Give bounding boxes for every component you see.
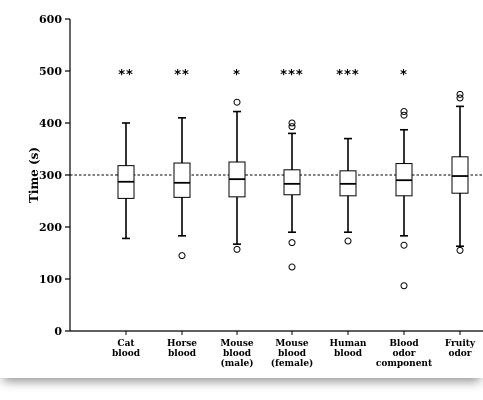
category-label: odor (392, 349, 415, 359)
outlier-point (400, 108, 408, 116)
category-label: blood (223, 349, 252, 359)
category-label: component (376, 359, 433, 369)
category-label: (female) (271, 358, 314, 369)
category-label: (male) (220, 358, 253, 369)
significance-label: *** (280, 68, 303, 83)
y-tick-label: 500 (39, 65, 62, 78)
outlier-point (288, 123, 296, 131)
category-label: Cat (117, 339, 135, 349)
significance-label: * (233, 68, 241, 83)
y-tick-label: 200 (39, 221, 62, 234)
y-tick-label: 300 (39, 169, 62, 182)
outlier-point (456, 94, 464, 102)
y-tick-label: 600 (39, 13, 62, 26)
chart-card: 0 100 200 300 400 500 600 Cat blood Horse blood Mo… (27, 13, 483, 369)
box-group (228, 98, 246, 253)
outlier-point (456, 246, 464, 254)
y-tick-label: 0 (54, 325, 62, 338)
y-tick-label: 400 (39, 117, 62, 130)
axes: 0 100 200 300 400 500 600 (39, 13, 483, 338)
box-group (117, 122, 135, 240)
category-label: blood (112, 349, 141, 359)
category-label: Blood (389, 339, 419, 349)
category-label: odor (448, 349, 471, 359)
outlier-point (400, 282, 408, 290)
category-label: Horse (167, 339, 197, 349)
outlier-point (288, 119, 296, 127)
y-axis-label: Time (s) (27, 147, 41, 203)
outlier-point (400, 241, 408, 249)
y-tick-label: 100 (39, 273, 62, 286)
category-label: Human (330, 339, 367, 349)
outlier-point (233, 245, 241, 253)
category-label: Mouse (220, 339, 254, 349)
outlier-point (288, 263, 296, 271)
box-group (339, 137, 357, 245)
outlier-point (344, 237, 352, 245)
outlier-point (233, 98, 241, 106)
category-label: blood (278, 349, 307, 359)
significance-label: *** (336, 68, 359, 83)
outlier-point (400, 111, 408, 119)
category-labels: CatbloodHorsebloodMouseblood(male)Mouseb… (112, 339, 476, 369)
box-group (451, 90, 469, 254)
outlier-point (178, 252, 186, 260)
box (283, 169, 301, 196)
box (173, 162, 191, 198)
outlier-point (288, 239, 296, 247)
significance-label: * (400, 68, 408, 83)
box (451, 156, 469, 194)
box-group (173, 117, 191, 260)
category-label: blood (334, 349, 363, 359)
category-label: Mouse (275, 339, 309, 349)
outlier-point (456, 90, 464, 98)
category-label: blood (168, 349, 197, 359)
category-label: Fruity (445, 339, 476, 349)
significance-label: ** (174, 68, 190, 83)
significance-label: ** (118, 68, 134, 83)
box-group (283, 119, 301, 271)
significance-labels: ** ** * *** *** * (118, 68, 408, 83)
box-group (395, 108, 413, 290)
box-marks (117, 90, 469, 290)
